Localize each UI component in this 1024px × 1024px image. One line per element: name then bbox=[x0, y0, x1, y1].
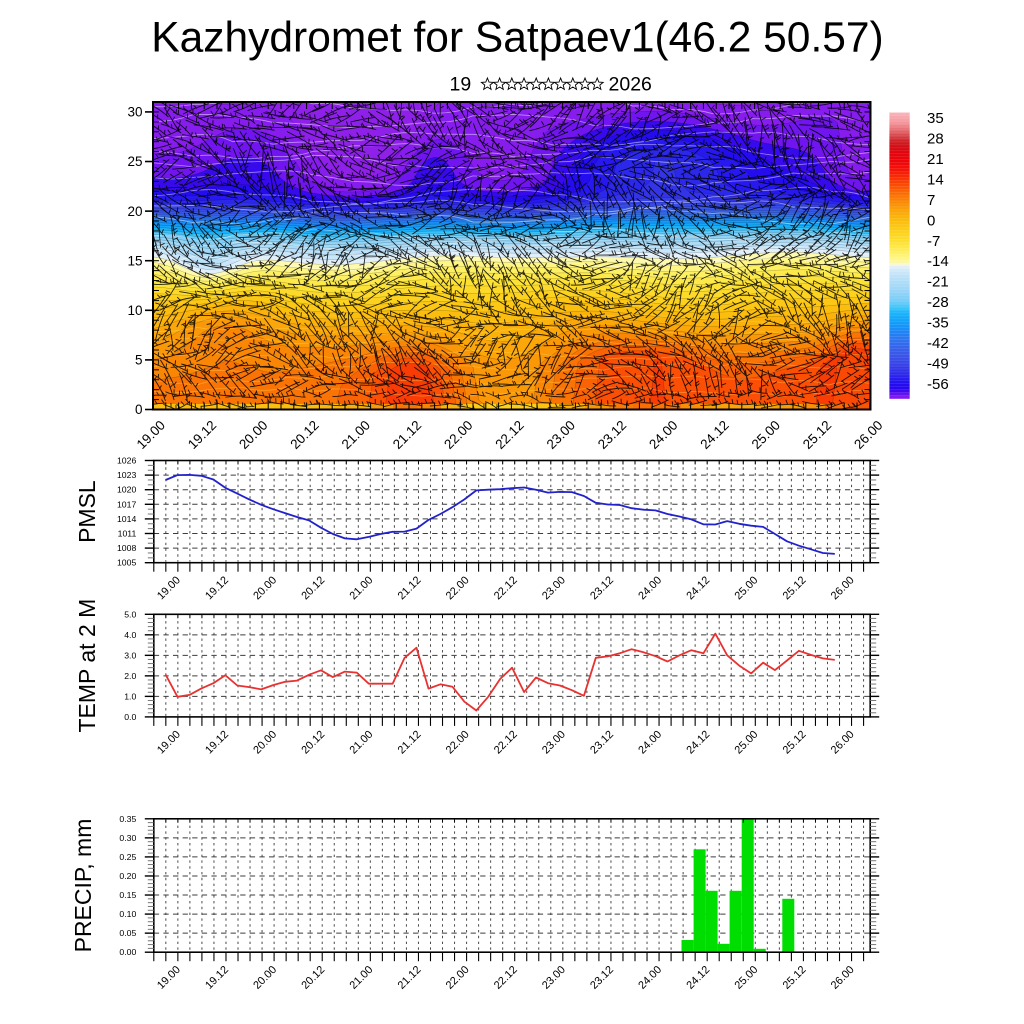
svg-text:0.00: 0.00 bbox=[119, 947, 136, 957]
svg-text:4.0: 4.0 bbox=[124, 630, 136, 640]
svg-text:15: 15 bbox=[127, 253, 142, 268]
svg-text:1011: 1011 bbox=[118, 529, 137, 539]
svg-text:7: 7 bbox=[927, 192, 935, 209]
svg-text:PMSL: PMSL bbox=[74, 480, 100, 543]
svg-text:1.0: 1.0 bbox=[124, 691, 136, 701]
svg-text:5: 5 bbox=[135, 353, 143, 368]
svg-text:-28: -28 bbox=[927, 294, 949, 311]
svg-text:2026: 2026 bbox=[609, 74, 652, 96]
svg-text:3.0: 3.0 bbox=[124, 650, 136, 660]
svg-text:0.05: 0.05 bbox=[119, 928, 136, 938]
svg-text:1014: 1014 bbox=[117, 514, 136, 524]
svg-text:0: 0 bbox=[927, 212, 935, 229]
svg-text:1023: 1023 bbox=[117, 470, 136, 480]
svg-text:1005: 1005 bbox=[117, 558, 136, 568]
svg-text:0: 0 bbox=[135, 402, 143, 417]
svg-text:1017: 1017 bbox=[117, 499, 136, 509]
svg-text:-7: -7 bbox=[927, 233, 940, 250]
svg-text:0.25: 0.25 bbox=[119, 852, 136, 862]
svg-text:14: 14 bbox=[927, 171, 944, 188]
svg-text:21: 21 bbox=[927, 151, 944, 168]
svg-text:TEMP at 2 M: TEMP at 2 M bbox=[74, 599, 100, 733]
svg-text:1020: 1020 bbox=[117, 485, 136, 495]
svg-text:1026: 1026 bbox=[117, 456, 136, 466]
svg-text:30: 30 bbox=[127, 105, 142, 120]
svg-text:-42: -42 bbox=[927, 335, 949, 352]
svg-text:5.0: 5.0 bbox=[124, 609, 136, 619]
svg-text:PRECIP, mm: PRECIP, mm bbox=[70, 819, 96, 953]
svg-text:10: 10 bbox=[127, 303, 142, 318]
svg-text:-56: -56 bbox=[927, 376, 949, 393]
svg-text:-21: -21 bbox=[927, 274, 949, 291]
svg-text:28: 28 bbox=[927, 130, 944, 147]
svg-text:-14: -14 bbox=[927, 253, 949, 270]
svg-text:0.30: 0.30 bbox=[119, 833, 136, 843]
svg-text:-35: -35 bbox=[927, 315, 949, 332]
svg-text:0.10: 0.10 bbox=[119, 909, 136, 919]
svg-text:Kazhydromet for Satpaev1(46.2: Kazhydromet for Satpaev1(46.2 50.57) bbox=[151, 15, 883, 62]
svg-text:0.35: 0.35 bbox=[119, 814, 136, 824]
svg-text:-49: -49 bbox=[927, 356, 949, 373]
svg-text:1008: 1008 bbox=[117, 543, 136, 553]
svg-text:20: 20 bbox=[127, 204, 142, 219]
svg-text:2.0: 2.0 bbox=[124, 671, 136, 681]
svg-text:19: 19 bbox=[450, 74, 472, 96]
svg-text:0.15: 0.15 bbox=[119, 890, 136, 900]
svg-text:0.0: 0.0 bbox=[124, 712, 136, 722]
svg-text:25: 25 bbox=[127, 154, 142, 169]
svg-text:35: 35 bbox=[927, 110, 944, 127]
svg-text:0.20: 0.20 bbox=[119, 871, 136, 881]
